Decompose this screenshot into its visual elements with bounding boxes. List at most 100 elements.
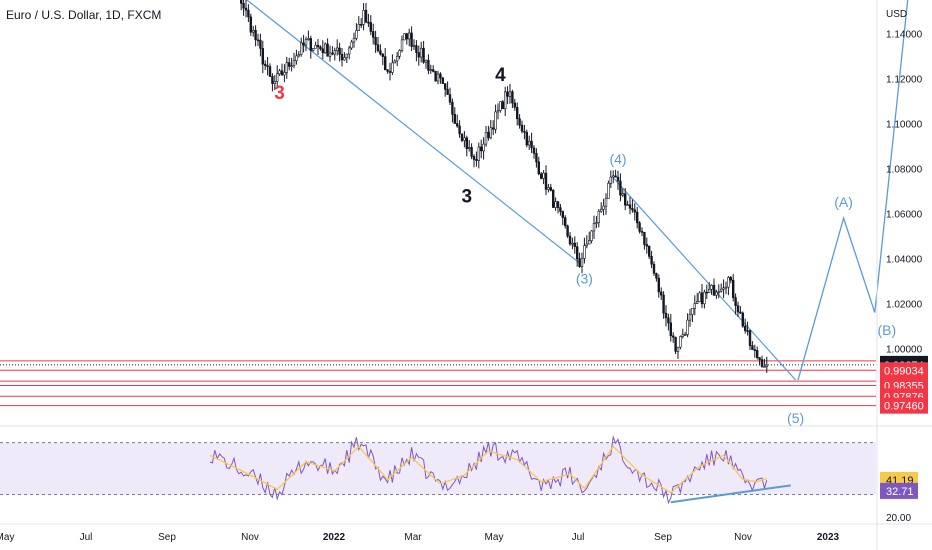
candle-body (609, 176, 613, 184)
chart-title: Euro / U.S. Dollar, 1D, FXCM (6, 8, 162, 22)
candle-body (491, 127, 495, 130)
candle-body (470, 147, 473, 157)
candle-body (667, 317, 670, 324)
candle-body (741, 312, 745, 327)
candle-body (671, 335, 675, 338)
candle-body (614, 175, 617, 178)
time-tick-label: Sep (158, 532, 176, 543)
candle-body (355, 30, 358, 39)
candle-body (635, 211, 639, 224)
candle-body (323, 43, 327, 54)
time-axis[interactable]: May Jul Sep Nov 2022 Mar May Jul Sep Nov 2023 (0, 523, 932, 543)
candle-body (595, 222, 598, 224)
candle-body (494, 111, 497, 130)
candle-body (453, 114, 456, 124)
candle-body (695, 301, 699, 304)
candle-body (393, 60, 396, 64)
wave-label: (B) (877, 322, 896, 338)
candle-body (295, 55, 298, 62)
candle-body (326, 43, 329, 57)
candle-body (566, 225, 569, 237)
candle-body (542, 172, 545, 179)
candle-body (664, 312, 668, 319)
candle-body (424, 59, 428, 63)
rsi-ma-line (209, 445, 768, 494)
candle-body (467, 147, 471, 149)
candle-body (604, 198, 608, 207)
candle-body (712, 284, 716, 296)
candle-body (520, 124, 524, 132)
candle-body (371, 31, 375, 38)
candle-body (367, 21, 370, 24)
candle-body (400, 39, 404, 51)
candle-body (611, 175, 615, 178)
candle-body (455, 123, 459, 127)
candle-body (698, 292, 701, 302)
candle-body (347, 47, 351, 55)
wave-label: 3 (274, 83, 285, 104)
price-tick-label: 1.08000 (886, 165, 923, 176)
candle-body (587, 240, 591, 245)
candle-body (395, 55, 399, 62)
wave-label: 3 (462, 186, 473, 207)
candle-body (585, 243, 589, 246)
candle-body (458, 125, 461, 135)
wave-label: (5) (787, 410, 804, 426)
candle-body (724, 286, 728, 289)
candle-body (249, 16, 252, 33)
candle-body (513, 102, 517, 108)
candle-body (259, 39, 262, 49)
candle-body (583, 245, 586, 259)
candle-body (679, 336, 682, 348)
trend-lines (245, 0, 797, 381)
candle-body (319, 46, 322, 50)
candle-body (731, 279, 735, 298)
candle-body (484, 131, 488, 145)
candle-body (299, 42, 303, 55)
candle-body (710, 284, 713, 290)
time-tick-label: May (485, 532, 504, 543)
candle-body (705, 291, 709, 294)
candle-body (544, 172, 548, 190)
candle-body (568, 235, 572, 245)
support-levels (0, 360, 876, 407)
wave-label: 4 (495, 65, 506, 86)
candle-body (707, 289, 711, 293)
candle-body (681, 334, 685, 337)
time-tick-label: Jul (572, 532, 585, 543)
candle-body (688, 314, 692, 321)
candle-body (515, 107, 519, 120)
time-tick-label: Mar (404, 532, 422, 543)
candle-body (647, 245, 651, 257)
elliott-projection (797, 0, 909, 381)
candle-body (434, 71, 437, 82)
rsi-badge (880, 482, 918, 499)
candle-body (503, 91, 507, 110)
candle-body (419, 47, 423, 58)
candle-body (506, 91, 509, 97)
candle-body (758, 357, 761, 360)
candle-body (638, 222, 641, 232)
candle-body (640, 231, 644, 233)
candle-body (314, 44, 317, 49)
candle-body (530, 140, 533, 149)
wave-label: (4) (609, 151, 626, 167)
price-tick-label: 1.00000 (886, 345, 923, 356)
candle-body (590, 230, 593, 241)
candle-body (427, 59, 430, 71)
rsi-divergence-line (670, 484, 791, 504)
rsi-bottom-tick: 20.00 (886, 513, 911, 524)
candle-body (328, 52, 332, 57)
candle-body (340, 54, 344, 61)
candle-body (650, 256, 653, 265)
time-tick-label: Jul (80, 532, 93, 543)
rsi-value: 32.71 (886, 486, 914, 498)
candle-body (578, 258, 581, 267)
candle-body (657, 277, 661, 293)
candle-body (443, 83, 447, 90)
price-axis[interactable]: USD 1.14000 1.12000 1.10000 1.08000 1.06000 1.… (876, 0, 928, 550)
candle-body (563, 217, 567, 227)
candle-body (331, 52, 334, 55)
candle-body (527, 140, 531, 146)
